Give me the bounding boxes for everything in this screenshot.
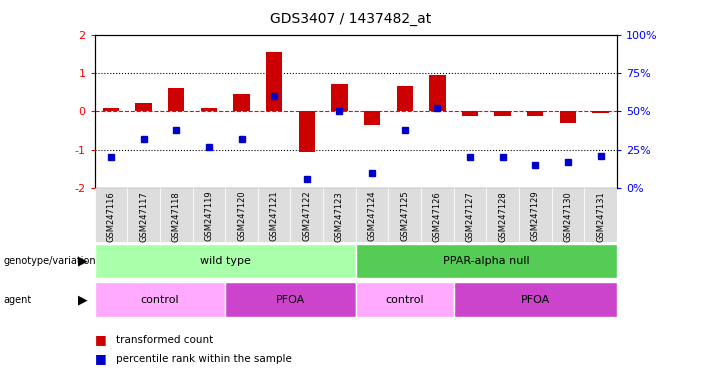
Text: ▶: ▶: [78, 255, 88, 268]
Bar: [519, 188, 552, 242]
Text: GSM247124: GSM247124: [367, 191, 376, 242]
Bar: [421, 188, 454, 242]
Bar: [225, 188, 258, 242]
Bar: [552, 188, 584, 242]
Text: control: control: [141, 295, 179, 305]
Text: GSM247121: GSM247121: [270, 191, 279, 242]
Text: wild type: wild type: [200, 256, 251, 266]
Text: GSM247130: GSM247130: [564, 191, 573, 242]
Bar: [462, 111, 478, 116]
Text: GSM247116: GSM247116: [107, 191, 116, 242]
Bar: [95, 282, 225, 317]
Bar: [355, 282, 454, 317]
Bar: [355, 244, 617, 278]
Text: GSM247127: GSM247127: [465, 191, 475, 242]
Text: GSM247123: GSM247123: [335, 191, 344, 242]
Bar: [494, 111, 511, 116]
Bar: [355, 188, 388, 242]
Bar: [258, 188, 290, 242]
Text: GSM247119: GSM247119: [205, 191, 213, 242]
Text: PPAR-alpha null: PPAR-alpha null: [443, 256, 530, 266]
Bar: [233, 94, 250, 111]
Text: GSM247122: GSM247122: [302, 191, 311, 242]
Bar: [225, 282, 356, 317]
Bar: [592, 111, 608, 113]
Text: GSM247129: GSM247129: [531, 191, 540, 242]
Bar: [266, 52, 283, 111]
Bar: [332, 84, 348, 111]
Bar: [135, 103, 151, 111]
Bar: [128, 188, 160, 242]
Text: percentile rank within the sample: percentile rank within the sample: [116, 354, 292, 364]
Bar: [200, 108, 217, 111]
Text: GSM247126: GSM247126: [433, 191, 442, 242]
Text: GSM247120: GSM247120: [237, 191, 246, 242]
Bar: [168, 88, 184, 111]
Bar: [103, 108, 119, 111]
Bar: [323, 188, 355, 242]
Text: ■: ■: [95, 333, 107, 346]
Bar: [486, 188, 519, 242]
Bar: [193, 188, 225, 242]
Text: GSM247125: GSM247125: [400, 191, 409, 242]
Text: agent: agent: [4, 295, 32, 305]
Bar: [454, 282, 617, 317]
Text: ■: ■: [95, 353, 107, 366]
Text: PFOA: PFOA: [521, 295, 550, 305]
Text: GSM247118: GSM247118: [172, 191, 181, 242]
Text: GSM247117: GSM247117: [139, 191, 148, 242]
Text: PFOA: PFOA: [276, 295, 305, 305]
Bar: [95, 188, 128, 242]
Bar: [454, 188, 486, 242]
Bar: [527, 111, 543, 116]
Text: GSM247131: GSM247131: [596, 191, 605, 242]
Bar: [560, 111, 576, 123]
Bar: [364, 111, 380, 125]
Bar: [160, 188, 193, 242]
Text: transformed count: transformed count: [116, 335, 213, 345]
Text: control: control: [386, 295, 424, 305]
Text: GDS3407 / 1437482_at: GDS3407 / 1437482_at: [270, 12, 431, 25]
Text: ▶: ▶: [78, 293, 88, 306]
Bar: [95, 244, 355, 278]
Text: GSM247128: GSM247128: [498, 191, 507, 242]
Bar: [299, 111, 315, 152]
Text: genotype/variation: genotype/variation: [4, 256, 96, 266]
Bar: [388, 188, 421, 242]
Bar: [290, 188, 323, 242]
Bar: [397, 86, 413, 111]
Bar: [584, 188, 617, 242]
Bar: [429, 75, 446, 111]
